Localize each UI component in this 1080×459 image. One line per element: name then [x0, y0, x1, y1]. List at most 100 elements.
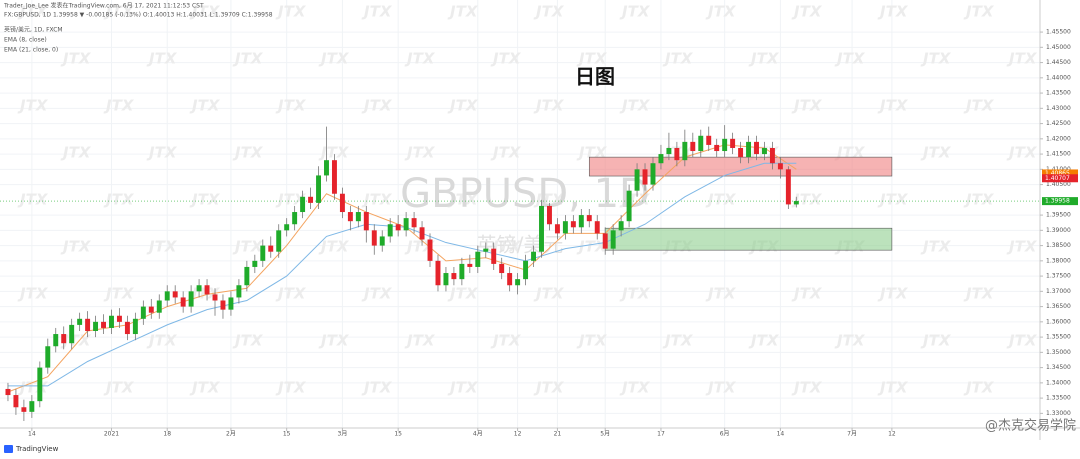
logo-watermark: JTX: [447, 285, 479, 303]
x-tick-label: 5月: [600, 431, 610, 438]
candle-body: [658, 154, 664, 164]
x-tick-label: 4月: [473, 431, 483, 438]
candle-body: [738, 147, 744, 158]
x-tick-label: 6月: [720, 431, 730, 438]
logo-watermark: JTX: [1006, 144, 1038, 162]
y-tick-label: 1.38000: [1046, 257, 1071, 264]
logo-watermark: JTX: [103, 3, 135, 21]
candle-body: [45, 346, 51, 368]
candle-body: [507, 273, 513, 286]
logo-watermark: JTX: [447, 191, 479, 209]
candle-body: [682, 141, 688, 161]
candle-body: [785, 169, 791, 205]
candle-body: [140, 306, 146, 319]
y-tick-label: 1.44500: [1046, 59, 1071, 66]
logo-watermark: JTX: [318, 50, 350, 68]
logo-watermark: JTX: [533, 191, 565, 209]
candle-body: [228, 297, 234, 310]
y-tick-label: 1.41500: [1046, 151, 1071, 158]
y-tick-label: 1.37000: [1046, 288, 1071, 295]
logo-watermark: JTX: [490, 238, 522, 256]
logo-watermark: JTX: [189, 191, 221, 209]
logo-watermark: JTX: [318, 144, 350, 162]
candle-body: [77, 318, 83, 325]
watermarks: JTX JTX JTX JTX JTX JTX JTX JTX JTX JTX JTX JTX JTX J…: [17, 3, 1038, 397]
logo-watermark: JTX: [103, 285, 135, 303]
logo-watermark: JTX: [275, 97, 307, 115]
candle-body: [148, 306, 154, 313]
logo-watermark: JTX: [447, 379, 479, 397]
axes: 1.33000 1.33500 1.34000 1.34500 1.35000 1.355…: [28, 29, 1078, 438]
price-label: 1.39958: [1045, 198, 1070, 205]
candle-body: [132, 318, 138, 335]
logo-watermark: JTX: [232, 238, 264, 256]
logo-watermark: JTX: [705, 191, 737, 209]
candle-body: [85, 318, 91, 331]
candle-body: [292, 212, 298, 225]
candle-body: [252, 260, 258, 267]
logo-watermark: JTX: [705, 285, 737, 303]
logo-watermark: JTX: [146, 144, 178, 162]
x-tick-label: 2021: [104, 431, 119, 438]
logo-watermark: JTX: [275, 3, 307, 21]
price-label: 1.40865: [1045, 170, 1070, 177]
logo-watermark: JTX: [361, 97, 393, 115]
logo-watermark: JTX: [490, 332, 522, 350]
candle-body: [164, 291, 170, 301]
candle-body: [316, 175, 321, 203]
logo-watermark: JTX: [60, 144, 92, 162]
logo-watermark: JTX: [1006, 238, 1038, 256]
candle-body: [594, 221, 600, 234]
logo-watermark: JTX: [275, 379, 307, 397]
logo-watermark: JTX: [920, 332, 952, 350]
candle-body: [204, 285, 210, 295]
logo-watermark: JTX: [17, 3, 49, 21]
chart-title: 日图: [575, 65, 615, 89]
logo-watermark: JTX: [404, 332, 436, 350]
candle-body: [467, 263, 473, 267]
y-tick-label: 1.33000: [1046, 410, 1071, 417]
candle-body: [411, 218, 417, 228]
x-tick-label: 2月: [226, 431, 236, 438]
logo-watermark: JTX: [791, 3, 823, 21]
logo-watermark: JTX: [877, 3, 909, 21]
logo-watermark: JTX: [404, 144, 436, 162]
y-tick-label: 1.44000: [1046, 74, 1071, 81]
candle-body: [634, 169, 640, 191]
candle-body: [499, 263, 505, 274]
y-tick-label: 1.37500: [1046, 273, 1071, 280]
logo-watermark: JTX: [103, 97, 135, 115]
logo-watermark: JTX: [490, 144, 522, 162]
candle-body: [427, 239, 433, 261]
candle-body: [451, 273, 457, 280]
candle-body: [666, 147, 672, 155]
candle-body: [475, 251, 481, 267]
logo-watermark: JTX: [705, 379, 737, 397]
logo-watermark: JTX: [748, 50, 780, 68]
y-tick-label: 1.33500: [1046, 395, 1071, 402]
candle-body: [347, 212, 353, 222]
y-tick-label: 1.36000: [1046, 318, 1071, 325]
candle-body: [602, 233, 608, 249]
logo-watermark: JTX: [662, 332, 694, 350]
price-label-box: [1042, 169, 1078, 178]
candle-body: [523, 260, 529, 280]
logo-watermark: JTX: [963, 97, 995, 115]
candle-body: [570, 221, 576, 228]
candle-body: [276, 230, 282, 252]
logo-watermark: JTX: [963, 3, 995, 21]
y-tick-label: 1.42000: [1046, 135, 1071, 142]
brand: TradingView: [15, 445, 59, 453]
price-label-box: [1042, 197, 1078, 206]
logo-watermark: JTX: [533, 379, 565, 397]
logo-watermark: JTX: [103, 379, 135, 397]
x-tick-label: 21: [554, 431, 562, 438]
logo-watermark: JTX: [361, 3, 393, 21]
logo-watermark: JTX: [146, 332, 178, 350]
logo-watermark: JTX: [1006, 50, 1038, 68]
logo-watermark: JTX: [619, 379, 651, 397]
candle-body: [379, 236, 385, 246]
logo-watermark: JTX: [60, 50, 92, 68]
candle-body: [539, 205, 544, 252]
y-tick-label: 1.38500: [1046, 242, 1071, 249]
